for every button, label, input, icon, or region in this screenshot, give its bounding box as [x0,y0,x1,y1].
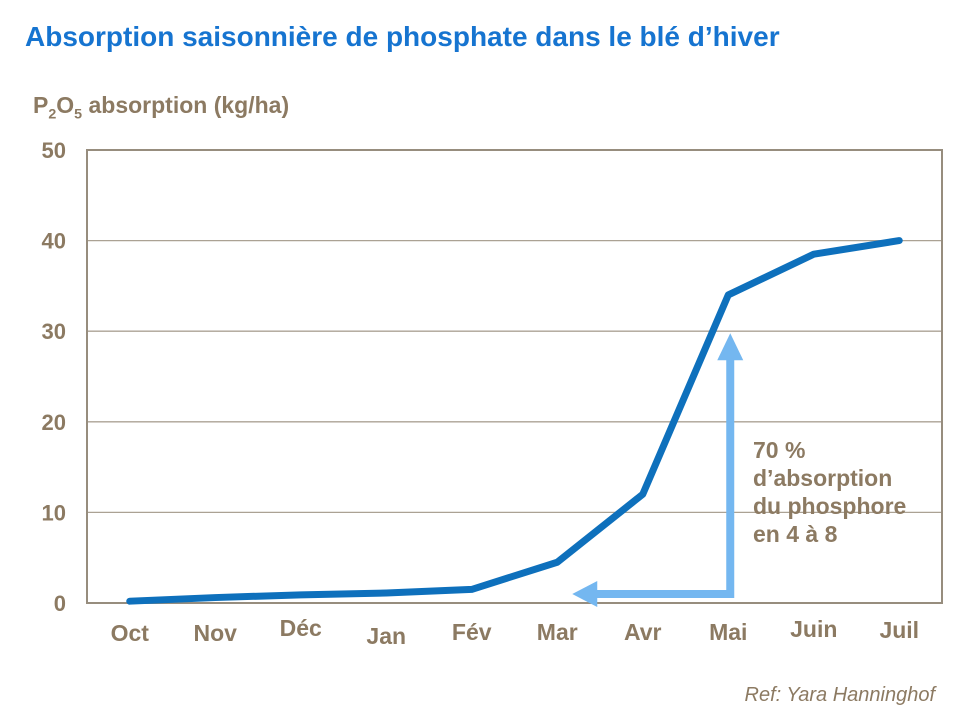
plot-border [86,149,943,604]
x-tick-label-Fév: Fév [452,619,492,645]
arrowhead-left-icon [572,580,598,607]
x-tick-label-Juil: Juil [879,617,919,643]
y-tick-label-0: 0 [54,591,66,616]
y-axis-title-formula: P2O5 absorption (kg/ha) [33,92,290,123]
y-tick-label-40: 40 [42,229,66,254]
x-tick-label-Oct: Oct [111,620,150,646]
x-tick-label-Déc: Déc [280,615,322,641]
y-tick-label-30: 30 [42,319,66,344]
x-tick-label-Avr: Avr [624,619,662,645]
annotation-arrow-line [596,357,735,598]
x-tick-label-Juin: Juin [790,616,837,642]
arrowhead-up-icon [717,333,744,361]
annotation-line-1: 70 % [753,437,806,463]
reference-text: Ref: Yara Hanninghof [744,684,936,706]
y-tick-label-50: 50 [42,138,66,163]
x-tick-label-Nov: Nov [194,620,238,646]
y-tick-label-10: 10 [42,500,66,525]
y-tick-label-20: 20 [42,410,66,435]
x-tick-label-Jan: Jan [366,623,406,649]
x-tick-label-Mai: Mai [709,619,747,645]
page-title: Absorption saisonnière de phosphate dans… [25,21,780,52]
x-tick-label-Mar: Mar [537,619,578,645]
annotation-70-percent: 70 % d’absorption du phosphore en 4 à 8 [753,436,906,548]
annotation-line-4: en 4 à 8 [753,521,838,547]
absorption-line [126,237,903,605]
y-axis-title: P2O5 absorption (kg/ha) [33,92,290,123]
annotation-line-3: du phosphore [753,493,907,519]
annotation-line-2: d’absorption [753,465,893,491]
